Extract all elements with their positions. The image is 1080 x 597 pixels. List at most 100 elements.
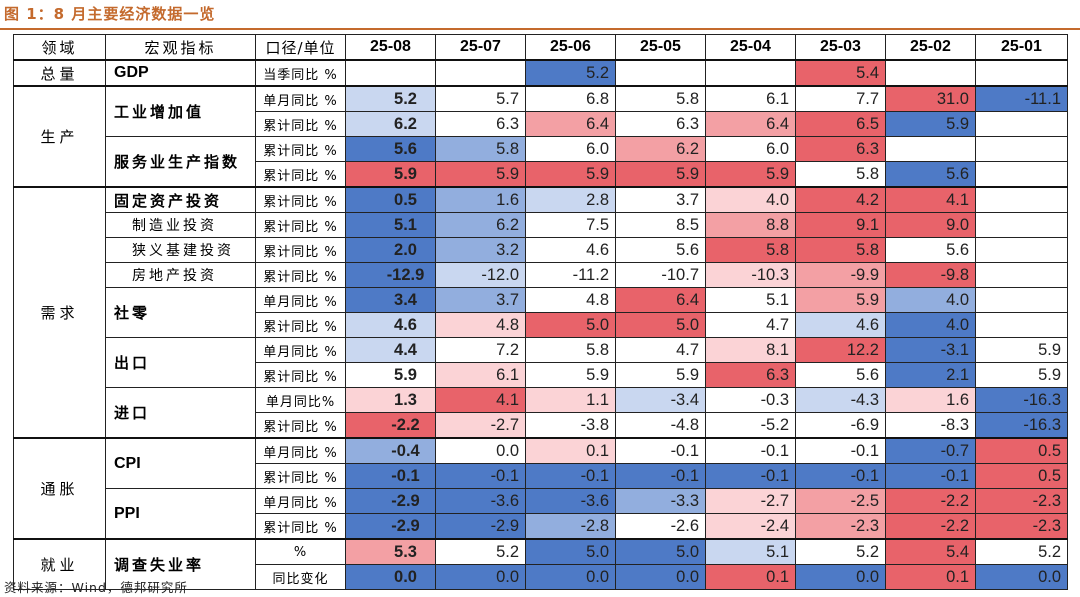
value-cell bbox=[975, 287, 1068, 313]
header-period: 25-03 bbox=[795, 34, 886, 61]
value-cell: -8.3 bbox=[885, 412, 976, 439]
header-period: 25-01 bbox=[975, 34, 1068, 61]
value-cell: 0.1 bbox=[885, 564, 976, 590]
value-cell: -2.2 bbox=[345, 412, 436, 439]
value-cell: 3.4 bbox=[345, 287, 436, 313]
value-cell: 5.8 bbox=[795, 161, 886, 188]
value-cell: 5.9 bbox=[435, 161, 526, 188]
table-row: 需求 固定资产投资 累计同比 % 0.5 1.6 2.8 3.7 4.0 4.2 4.1 bbox=[13, 186, 1068, 439]
value-cell: 5.0 bbox=[525, 538, 616, 565]
value-cell: -3.1 bbox=[885, 337, 976, 363]
value-cell: 5.9 bbox=[975, 337, 1068, 363]
value-cell: -2.2 bbox=[885, 488, 976, 514]
value-cell: -0.1 bbox=[345, 463, 436, 489]
value-cell: 5.9 bbox=[975, 362, 1068, 388]
value-cell: -10.3 bbox=[705, 262, 796, 288]
value-cell: 5.6 bbox=[615, 237, 706, 263]
value-cell: -0.1 bbox=[615, 463, 706, 489]
table-row: 就业 调查失业率% 5.3 5.2 5.0 5.0 5.1 5.2 5.4 5.2 bbox=[13, 538, 1068, 590]
unit-cell: 累计同比 % bbox=[255, 312, 346, 338]
value-cell: 1.3 bbox=[345, 387, 436, 413]
value-cell: -4.8 bbox=[615, 412, 706, 439]
value-cell: 5.8 bbox=[435, 136, 526, 162]
unit-cell: 累计同比 % bbox=[255, 161, 346, 188]
value-cell: -2.4 bbox=[705, 513, 796, 540]
value-cell: -2.2 bbox=[885, 513, 976, 540]
value-cell: 0.0 bbox=[345, 564, 436, 590]
value-cell: 7.2 bbox=[435, 337, 526, 363]
value-cell: -2.3 bbox=[795, 513, 886, 540]
value-cell: -0.1 bbox=[525, 463, 616, 489]
value-cell: -12.0 bbox=[435, 262, 526, 288]
value-cell: -2.7 bbox=[705, 488, 796, 514]
value-cell: 5.9 bbox=[525, 362, 616, 388]
domain-cell: 生产 bbox=[13, 85, 106, 188]
value-cell: 4.7 bbox=[615, 337, 706, 363]
value-cell: -10.7 bbox=[615, 262, 706, 288]
unit-cell: 当季同比 % bbox=[255, 59, 346, 87]
value-cell: -2.9 bbox=[345, 488, 436, 514]
value-cell bbox=[975, 212, 1068, 238]
indicator-cell: 工业增加值 bbox=[105, 85, 256, 137]
value-cell: 6.4 bbox=[525, 111, 616, 137]
value-cell: 4.2 bbox=[795, 186, 886, 213]
table-row: 累计同比 % 6.2 6.3 6.4 6.3 6.4 6.5 5.9 bbox=[14, 111, 1068, 137]
value-cell: 12.2 bbox=[795, 337, 886, 363]
unit-cell: 累计同比 % bbox=[255, 362, 346, 388]
header-period: 25-07 bbox=[435, 34, 526, 61]
value-cell: 6.1 bbox=[435, 362, 526, 388]
header-indicator: 宏观指标 bbox=[105, 34, 256, 61]
value-cell bbox=[975, 237, 1068, 263]
unit-cell: 累计同比 % bbox=[255, 186, 346, 213]
value-cell: -9.9 bbox=[795, 262, 886, 288]
value-cell: 6.4 bbox=[705, 111, 796, 137]
table-row: 狭义基建投资 累计同比 % 2.0 3.2 4.6 5.6 5.8 5.8 5.6 bbox=[14, 237, 1068, 263]
table-row: 累计同比 % -2.2 -2.7 -3.8 -4.8 -5.2 -6.9 -8.3 -16.3 bbox=[14, 412, 1068, 439]
table-row: 累计同比 % -2.9 -2.9 -2.8 -2.6 -2.4 -2.3 -2.2 -2.3 bbox=[14, 513, 1068, 540]
header-period: 25-08 bbox=[345, 34, 436, 61]
value-cell: -11.1 bbox=[975, 85, 1068, 112]
value-cell bbox=[975, 262, 1068, 288]
value-cell: 0.0 bbox=[795, 564, 886, 590]
value-cell bbox=[345, 59, 436, 87]
indicator-cell: 社零 bbox=[105, 287, 256, 338]
table-row: 社零 单月同比 % 3.4 3.7 4.8 6.4 5.1 5.9 4.0 bbox=[14, 287, 1068, 338]
value-cell: 5.2 bbox=[975, 538, 1068, 565]
indicator-cell: GDP bbox=[105, 59, 256, 87]
value-cell: 7.7 bbox=[795, 85, 886, 112]
value-cell: -11.2 bbox=[525, 262, 616, 288]
value-cell: 6.8 bbox=[525, 85, 616, 112]
value-cell: 0.1 bbox=[525, 437, 616, 464]
value-cell: 5.2 bbox=[345, 85, 436, 112]
indicator-cell: CPI bbox=[105, 437, 256, 489]
value-cell: -0.1 bbox=[615, 437, 706, 464]
unit-cell: 累计同比 % bbox=[255, 111, 346, 137]
value-cell: 1.6 bbox=[435, 186, 526, 213]
value-cell: 2.1 bbox=[885, 362, 976, 388]
unit-cell: 累计同比 % bbox=[255, 513, 346, 540]
value-cell: 8.5 bbox=[615, 212, 706, 238]
value-cell: 4.7 bbox=[705, 312, 796, 338]
table-row: 制造业投资 累计同比 % 5.1 6.2 7.5 8.5 8.8 9.1 9.0 bbox=[14, 212, 1068, 238]
unit-cell: 单月同比 % bbox=[255, 287, 346, 313]
header-period: 25-02 bbox=[885, 34, 976, 61]
value-cell: -3.6 bbox=[435, 488, 526, 514]
value-cell: -4.3 bbox=[795, 387, 886, 413]
value-cell: 5.8 bbox=[795, 237, 886, 263]
value-cell: 0.0 bbox=[435, 564, 526, 590]
header-period: 25-05 bbox=[615, 34, 706, 61]
value-cell: 4.8 bbox=[435, 312, 526, 338]
header-period: 25-06 bbox=[525, 34, 616, 61]
value-cell: 0.5 bbox=[975, 463, 1068, 489]
value-cell: 5.9 bbox=[525, 161, 616, 188]
value-cell: 7.5 bbox=[525, 212, 616, 238]
value-cell bbox=[975, 111, 1068, 137]
value-cell: -2.9 bbox=[345, 513, 436, 540]
value-cell: 2.8 bbox=[525, 186, 616, 213]
header-row: 领域 宏观指标 口径/单位 25-08 25-07 25-06 25-05 25… bbox=[13, 34, 1068, 61]
value-cell: -0.1 bbox=[795, 437, 886, 464]
value-cell: 8.1 bbox=[705, 337, 796, 363]
table-row: 服务业生产指数 累计同比 % 5.6 5.8 6.0 6.2 6.0 6.3 bbox=[14, 136, 1068, 188]
value-cell: 6.3 bbox=[795, 136, 886, 162]
table-row: 出口 单月同比 % 4.4 7.2 5.8 4.7 8.1 12.2 -3.1 5.9 bbox=[14, 337, 1068, 388]
